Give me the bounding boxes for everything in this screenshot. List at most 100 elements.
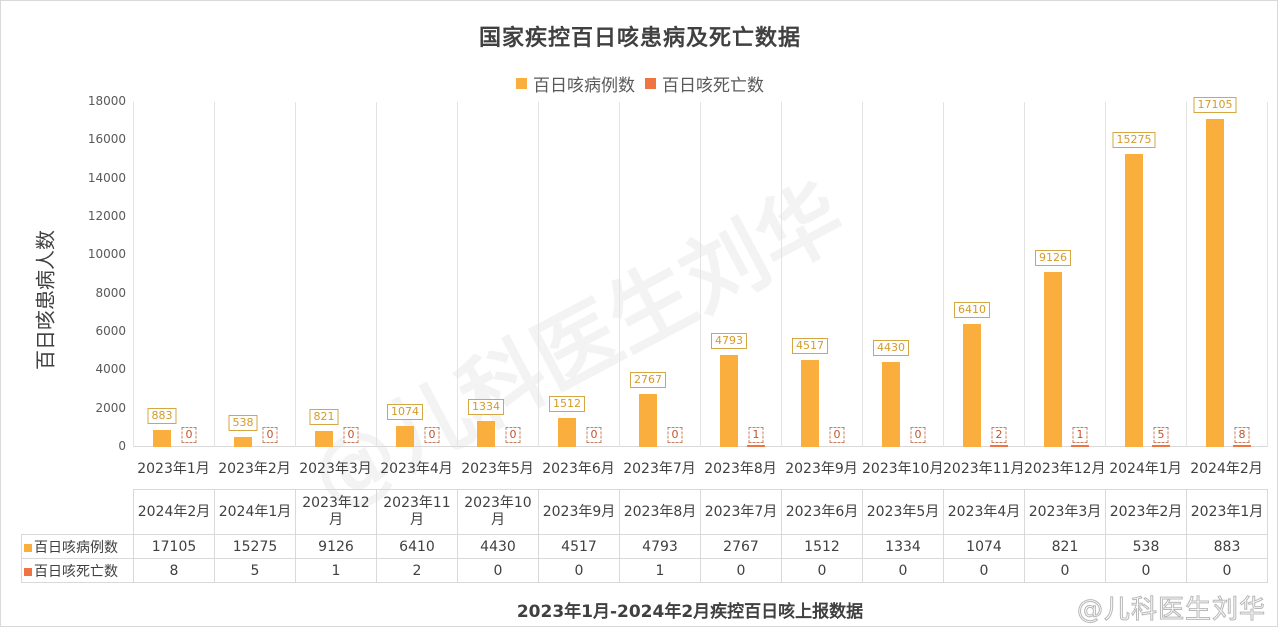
table-cell: 821 (1024, 534, 1106, 559)
table-cell: 0 (1105, 558, 1187, 583)
table-cell: 0 (943, 558, 1025, 583)
data-label-deaths: 0 (424, 427, 440, 443)
table-cell: 1074 (943, 534, 1025, 559)
data-label-cases: 1512 (549, 396, 585, 413)
legend-label-deaths: 百日咳死亡数 (662, 76, 764, 96)
x-tick-label: 2024年1月 (1109, 461, 1182, 477)
bar-cases[interactable] (882, 362, 900, 447)
bar-deaths[interactable] (1152, 445, 1170, 447)
y-tick-label: 2000 (95, 400, 126, 415)
bar-deaths[interactable] (1071, 445, 1089, 447)
table-column-header: 2023年9月 (538, 489, 620, 535)
table-column-header: 2024年2月 (133, 489, 215, 535)
data-label-deaths: 0 (586, 427, 602, 443)
table-cell: 15275 (214, 534, 296, 559)
y-tick-label: 18000 (87, 94, 126, 108)
category-gridline (1024, 102, 1025, 447)
bar-deaths[interactable] (747, 445, 765, 447)
bar-cases[interactable] (153, 430, 171, 447)
table-cell: 0 (862, 558, 944, 583)
bar-cases[interactable] (1206, 119, 1224, 447)
table-cell: 2 (376, 558, 458, 583)
data-label-deaths: 1 (1072, 427, 1088, 443)
x-tick-label: 2023年8月 (704, 461, 777, 477)
bar-cases[interactable] (477, 421, 495, 447)
x-tick-label: 2023年9月 (785, 461, 858, 477)
x-tick-label: 2023年12月 (1024, 461, 1106, 477)
category-gridline (214, 102, 215, 447)
bar-cases[interactable] (801, 360, 819, 447)
table-corner (22, 490, 134, 535)
data-label-deaths: 5 (1153, 427, 1169, 443)
table-cell: 538 (1105, 534, 1187, 559)
bar-deaths[interactable] (990, 445, 1008, 447)
table-cell: 0 (457, 558, 539, 583)
table-cell: 0 (700, 558, 782, 583)
table-column-header: 2023年8月 (619, 489, 701, 535)
table-column-header: 2023年1月 (1186, 489, 1268, 535)
table-column-header: 2023年12月 (295, 489, 377, 535)
bar-deaths[interactable] (1233, 445, 1251, 447)
category-gridline (1186, 102, 1187, 447)
table-column-header: 2023年7月 (700, 489, 782, 535)
bar-cases[interactable] (396, 426, 414, 447)
y-tick-label: 6000 (95, 324, 126, 338)
category-gridline (457, 102, 458, 447)
table-cell: 0 (1024, 558, 1106, 583)
bar-cases[interactable] (558, 418, 576, 447)
data-label-deaths: 0 (343, 427, 359, 443)
table-cell: 8 (133, 558, 215, 583)
plot-area: 883 0 538 0 821 0 1074 0 1334 0 1512 0 2767 0 4793 1 451… (133, 97, 1268, 447)
row-label: 百日咳病例数 (34, 539, 118, 556)
table-cell: 0 (538, 558, 620, 583)
table-cell: 4517 (538, 534, 620, 559)
data-label-cases: 17105 (1193, 97, 1237, 114)
deaths-swatch-icon (24, 567, 32, 576)
category-gridline (700, 102, 701, 447)
data-table: 2024年2月 2024年1月 2023年12月 2023年11月 2023年10月 20… (21, 489, 1268, 583)
table-header-row: 2024年2月 2024年1月 2023年12月 2023年11月 2023年10月 20… (22, 489, 1268, 535)
table-row-cases: 百日咳病例数 17105 15275 9126 6410 4430 4517 4793 276… (21, 534, 1268, 559)
x-tick-label: 2024年2月 (1190, 461, 1263, 477)
bar-cases[interactable] (1125, 154, 1143, 447)
bar-cases[interactable] (963, 324, 981, 447)
table-cell: 1512 (781, 534, 863, 559)
data-label-cases: 883 (147, 408, 177, 425)
y-tick-label: 8000 (95, 285, 126, 300)
y-tick-label: 10000 (87, 247, 126, 262)
bar-cases[interactable] (639, 393, 657, 447)
table-column-header: 2023年3月 (1024, 489, 1106, 535)
data-label-cases: 1334 (468, 399, 504, 416)
data-label-cases: 4517 (792, 338, 828, 355)
data-label-cases: 6410 (954, 302, 990, 319)
data-label-cases: 1074 (387, 404, 423, 421)
bar-cases[interactable] (720, 355, 738, 447)
data-label-deaths: 0 (262, 427, 278, 443)
bar-cases[interactable] (234, 436, 252, 447)
chart-title: 国家疾控百日咳患病及死亡数据 (478, 26, 801, 51)
table-column-header: 2023年4月 (943, 489, 1025, 535)
table-cell: 6410 (376, 534, 458, 559)
data-label-deaths: 0 (829, 427, 845, 443)
x-tick-label: 2023年1月 (137, 461, 210, 477)
row-label: 百日咳死亡数 (34, 563, 118, 580)
table-column-header: 2023年5月 (862, 489, 944, 535)
category-gridline (1105, 102, 1106, 447)
table-column-header: 2024年1月 (214, 489, 296, 535)
x-tick-label: 2023年4月 (380, 461, 453, 477)
row-header-deaths: 百日咳死亡数 (21, 558, 134, 583)
table-cell: 9126 (295, 534, 377, 559)
table-cell: 4430 (457, 534, 539, 559)
table-cell: 1334 (862, 534, 944, 559)
cases-swatch-icon (516, 78, 527, 89)
table-cell: 883 (1186, 534, 1268, 559)
x-tick-label: 2023年10月 (862, 461, 944, 477)
x-tick-label: 2023年2月 (218, 461, 291, 477)
bar-cases[interactable] (1044, 272, 1062, 447)
legend-label-cases: 百日咳病例数 (533, 76, 635, 96)
category-gridline (1267, 102, 1268, 447)
bar-cases[interactable] (315, 431, 333, 447)
deaths-swatch-icon (645, 78, 656, 89)
